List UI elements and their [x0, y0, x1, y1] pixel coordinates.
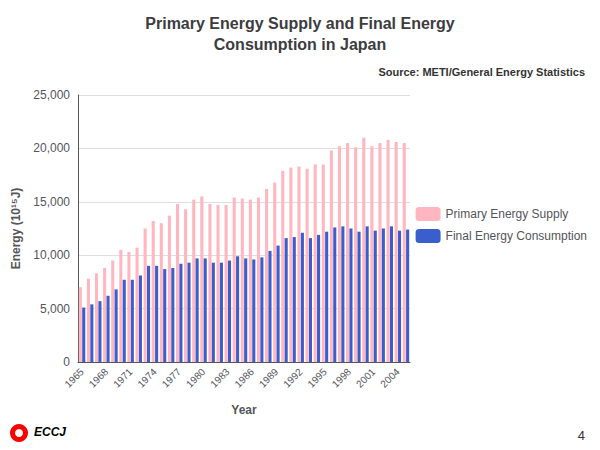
- svg-text:Primary Energy Supply: Primary Energy Supply: [446, 207, 569, 221]
- svg-text:2001: 2001: [354, 366, 378, 390]
- svg-text:1974: 1974: [135, 366, 159, 390]
- svg-text:5,000: 5,000: [40, 302, 70, 316]
- svg-text:ECCJ: ECCJ: [34, 425, 66, 439]
- svg-text:1998: 1998: [330, 366, 354, 390]
- svg-text:20,000: 20,000: [33, 141, 70, 155]
- svg-text:1983: 1983: [208, 366, 232, 390]
- svg-text:Energy (10¹⁵J): Energy (10¹⁵J): [9, 188, 23, 270]
- svg-text:4: 4: [578, 428, 585, 443]
- svg-text:1965: 1965: [62, 366, 86, 390]
- svg-text:Final Energy Consumption: Final Energy Consumption: [446, 229, 587, 243]
- svg-text:1977: 1977: [160, 366, 184, 390]
- svg-text:10,000: 10,000: [33, 248, 70, 262]
- svg-text:Primary Energy Supply and Fina: Primary Energy Supply and Final Energy: [145, 15, 455, 32]
- svg-text:1971: 1971: [111, 366, 135, 390]
- svg-text:1980: 1980: [184, 366, 208, 390]
- svg-text:1992: 1992: [281, 366, 305, 390]
- svg-text:25,000: 25,000: [33, 88, 70, 102]
- svg-text:0: 0: [63, 355, 70, 369]
- svg-text:2004: 2004: [378, 366, 402, 390]
- svg-text:1995: 1995: [305, 366, 329, 390]
- svg-text:15,000: 15,000: [33, 195, 70, 209]
- svg-text:1986: 1986: [232, 366, 256, 390]
- svg-text:Year: Year: [231, 403, 257, 417]
- svg-text:1968: 1968: [87, 366, 111, 390]
- svg-text:Source: METI/General Energy St: Source: METI/General Energy Statistics: [378, 66, 585, 78]
- svg-text:1989: 1989: [257, 366, 281, 390]
- svg-text:Consumption in Japan: Consumption in Japan: [214, 36, 386, 53]
